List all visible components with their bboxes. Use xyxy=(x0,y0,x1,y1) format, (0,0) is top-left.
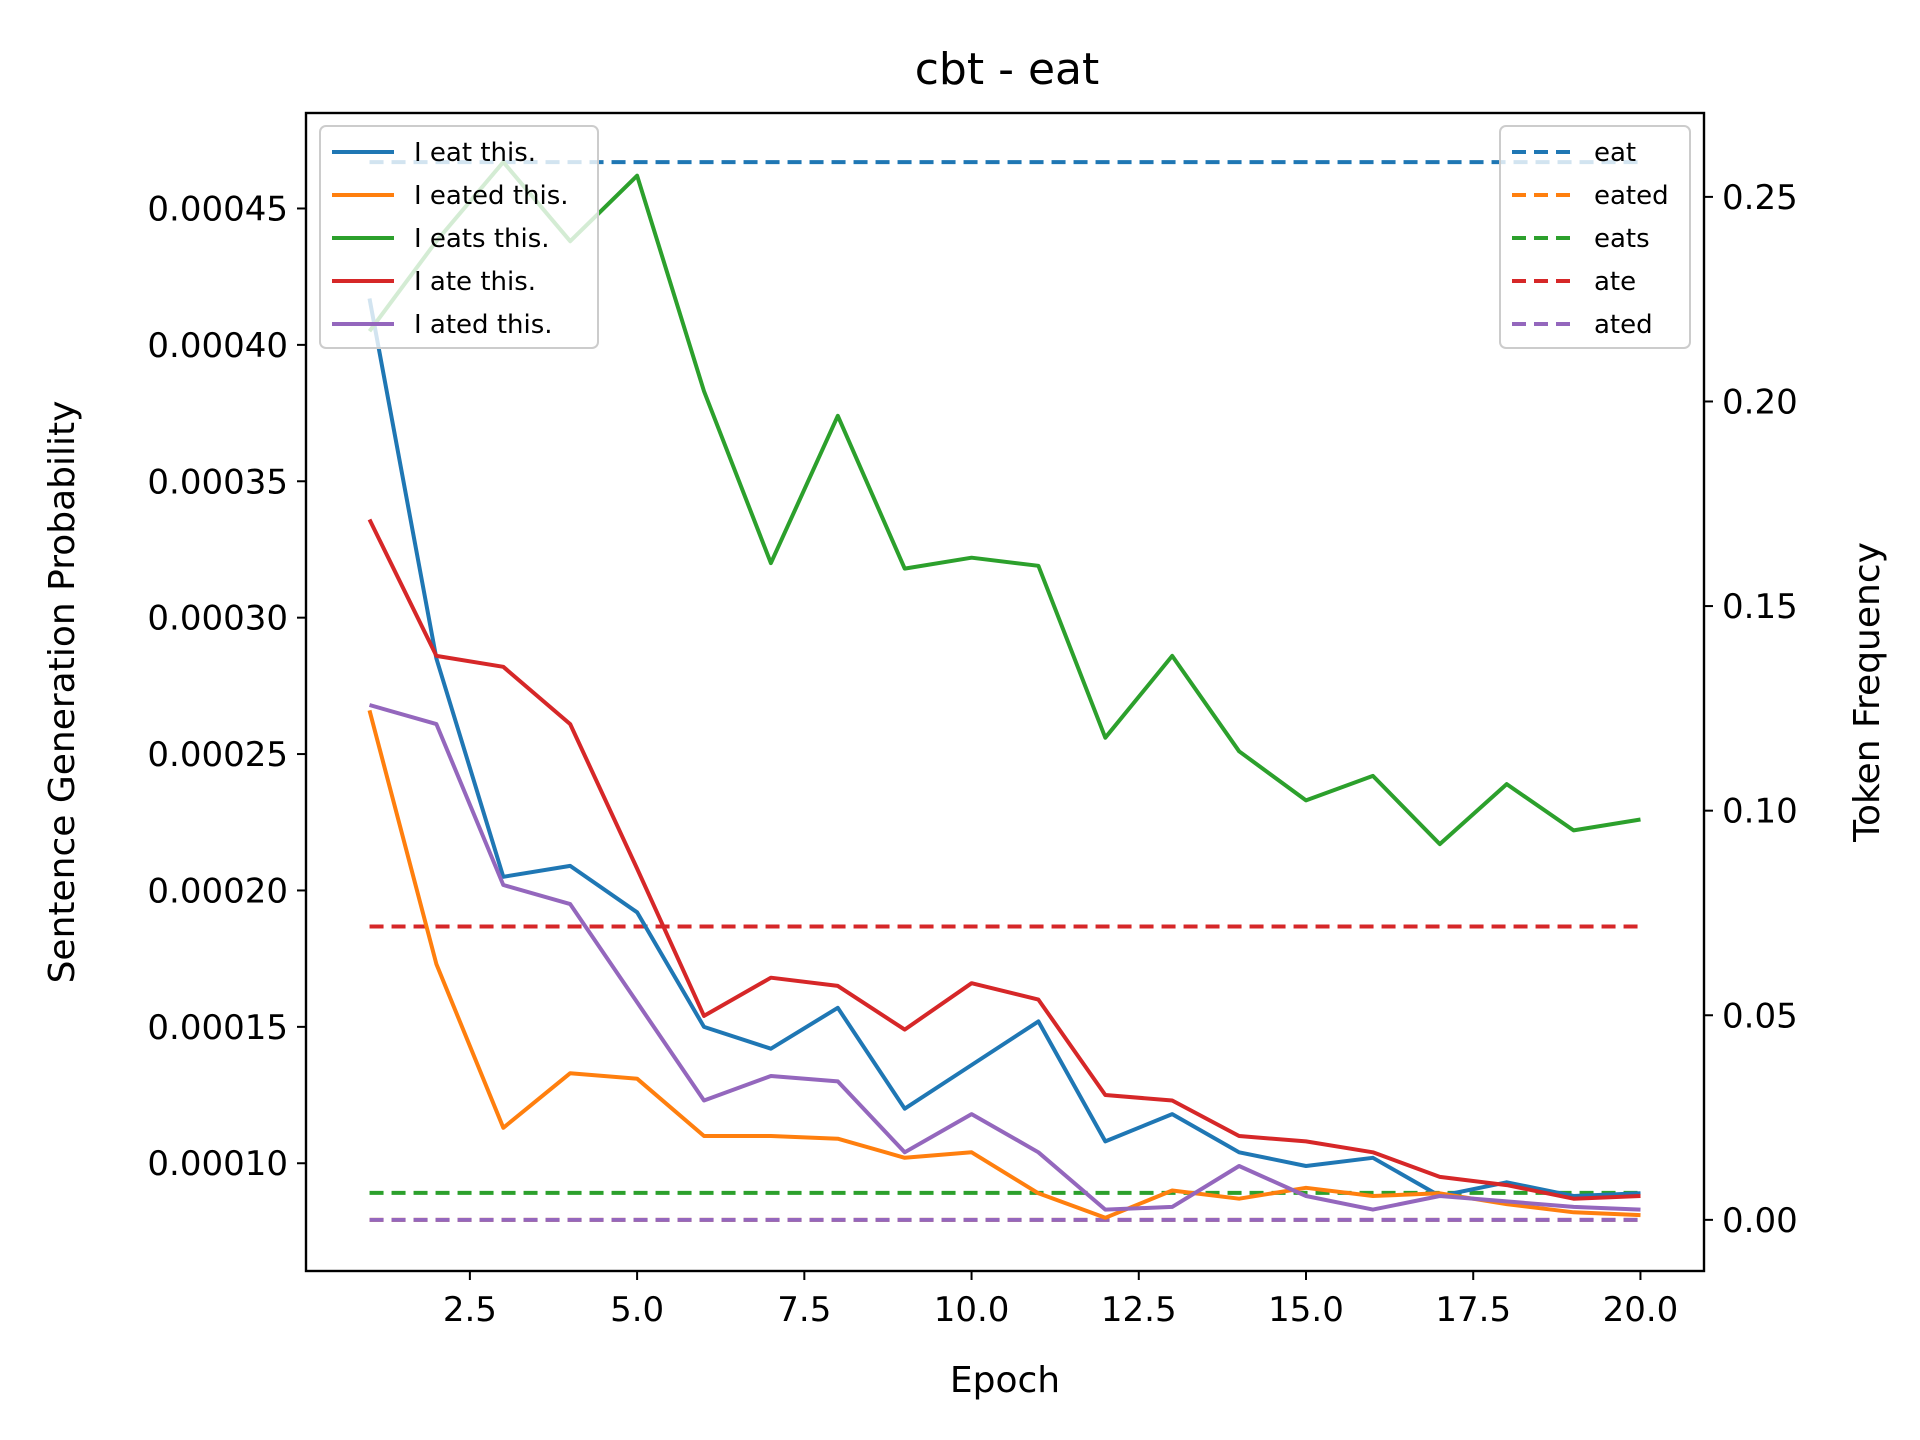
x-tick-label: 10.0 xyxy=(934,1290,1010,1330)
axes-frame xyxy=(304,111,1706,1273)
legend-right-items: eat eated eats ate ated xyxy=(1512,138,1669,340)
y2-tick-label: 0.15 xyxy=(1722,587,1798,627)
y-axis-right-label: Token Frequency xyxy=(1847,542,1888,843)
legend-right: eat eated eats ate ated xyxy=(1499,125,1691,349)
y2-tick-label: 0.00 xyxy=(1722,1201,1798,1241)
y2-tick-label: 0.20 xyxy=(1722,382,1798,422)
legend-left-items: I eat this. I eated this. I eats this. I at… xyxy=(332,138,569,340)
y-tick-label: 0.00010 xyxy=(147,1144,288,1184)
y-axis-left-label: Sentence Generation Probability xyxy=(42,401,83,984)
legend-right-box xyxy=(1499,125,1691,349)
y-tick-label: 0.00035 xyxy=(147,462,288,502)
y-tick-label: 0.00025 xyxy=(147,735,288,775)
x-axis-label: Epoch xyxy=(950,1360,1060,1401)
x-tick-label: 5.0 xyxy=(610,1290,664,1330)
legend-label-ated: ated xyxy=(1594,310,1653,340)
legend-label-i-eat-this: I eat this. xyxy=(414,138,536,168)
y-tick-label: 0.00045 xyxy=(147,189,288,229)
legend-label-i-eated-this: I eated this. xyxy=(414,181,569,211)
x-tick-label: 15.0 xyxy=(1268,1290,1344,1330)
y-tick-label: 0.00020 xyxy=(147,871,288,911)
x-tick-label: 17.5 xyxy=(1435,1290,1511,1330)
x-tick-label: 2.5 xyxy=(443,1290,497,1330)
y-axis-left-ticks: 0.00010 0.00015 0.00020 0.00025 0.00030 0.000… xyxy=(147,189,306,1184)
x-tick-label: 20.0 xyxy=(1603,1290,1679,1330)
series-line-i-ate-this xyxy=(367,518,1641,1201)
legend-label-ate: ate xyxy=(1594,267,1636,297)
y2-tick-label: 0.05 xyxy=(1722,996,1798,1036)
y-axis-right-ticks: 0.00 0.05 0.10 0.15 0.20 0.25 xyxy=(1704,178,1798,1241)
y2-tick-label: 0.25 xyxy=(1722,178,1798,218)
y-tick-label: 0.00040 xyxy=(147,326,288,366)
x-tick-label: 12.5 xyxy=(1101,1290,1177,1330)
legend-label-eats: eats xyxy=(1594,224,1650,254)
legend-label-i-eats-this: I eats this. xyxy=(414,224,550,254)
series-line-i-eated-this xyxy=(367,709,1641,1220)
y2-tick-label: 0.10 xyxy=(1722,792,1798,832)
y-tick-label: 0.00030 xyxy=(147,599,288,639)
legend-label-eated: eated xyxy=(1594,181,1669,211)
legend-label-i-ate-this: I ate this. xyxy=(414,267,536,297)
series-line-i-eat-this xyxy=(367,298,1641,1198)
chart-title: cbt - eat xyxy=(915,44,1100,95)
x-axis-ticks: 2.5 5.0 7.5 10.0 12.5 15.0 17.5 20.0 xyxy=(443,1271,1678,1330)
y-tick-label: 0.00015 xyxy=(147,1008,288,1048)
x-tick-label: 7.5 xyxy=(777,1290,831,1330)
series-line-i-ated-this xyxy=(368,703,1641,1212)
legend-label-eat: eat xyxy=(1594,138,1636,168)
legend-left: I eat this. I eated this. I eats this. I at… xyxy=(319,125,599,349)
legend-left-box xyxy=(319,125,599,349)
legend-label-i-ated-this: I ated this. xyxy=(414,310,553,340)
